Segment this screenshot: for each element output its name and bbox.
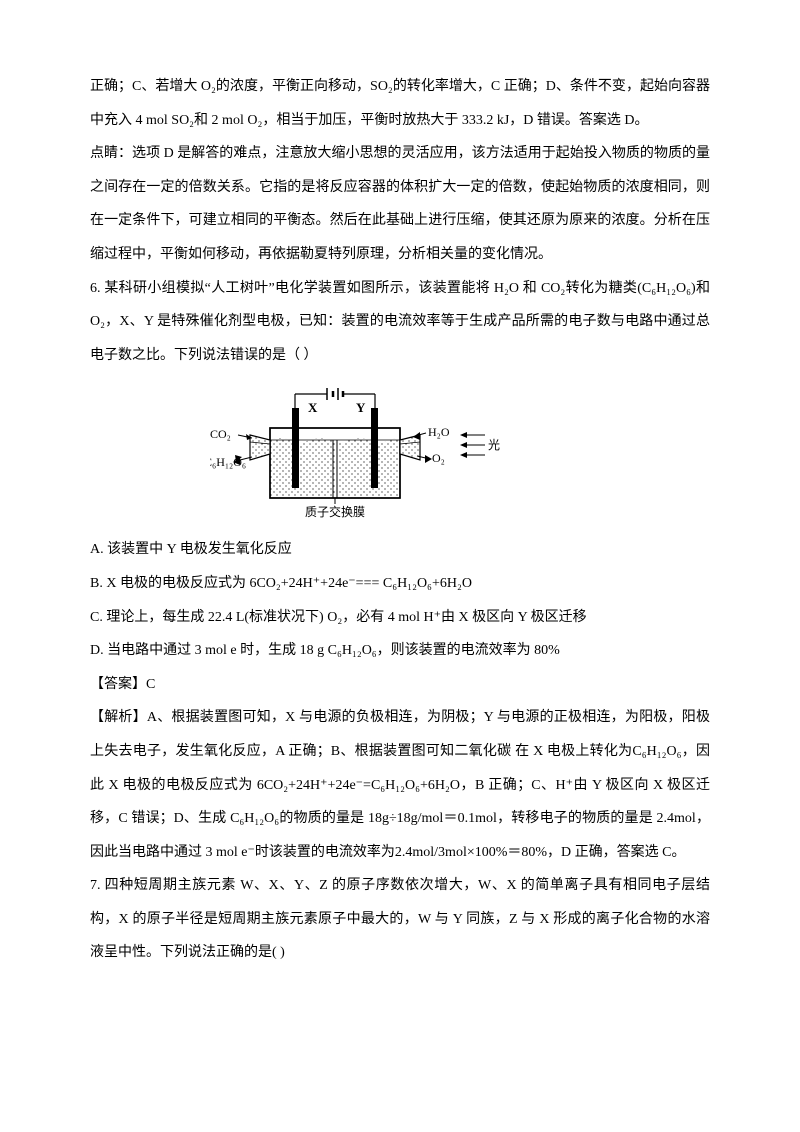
option-b: B. X 电极的电极反应式为 6CO₂+24H⁺+24e⁻=== C₆H₁₂O₆… xyxy=(90,567,710,601)
question-7-stem: 7. 四种短周期主族元素 W、X、Y、Z 的原子序数依次增大，W、X 的简单离子… xyxy=(90,869,710,970)
label-x: X xyxy=(308,400,318,415)
label-y: Y xyxy=(356,400,366,415)
label-membrane: 质子交换膜 xyxy=(305,504,365,519)
diagram-container: X Y CO₂ C₆H₁₂O₆ H₂O O₂ 光 xyxy=(90,380,710,525)
label-h2o: H₂O xyxy=(428,425,450,439)
option-c: C. 理论上，每生成 22.4 L(标准状况下) O₂，必有 4 mol H⁺由… xyxy=(90,601,710,635)
label-o2: O₂ xyxy=(432,451,445,465)
paragraph-continuation: 正确；C、若增大 O₂的浓度，平衡正向移动，SO₂的转化率增大，C 正确；D、条… xyxy=(90,70,710,137)
label-co2: CO₂ xyxy=(210,427,231,441)
label-light: 光 xyxy=(488,438,500,452)
option-d: D. 当电路中通过 3 mol e 时，生成 18 g C₆H₁₂O₆，则该装置… xyxy=(90,634,710,668)
option-a: A. 该装置中 Y 电极发生氧化反应 xyxy=(90,533,710,567)
electrochemical-diagram: X Y CO₂ C₆H₁₂O₆ H₂O O₂ 光 xyxy=(210,380,500,525)
answer: 【答案】C xyxy=(90,668,710,702)
paragraph-hint: 点睛：选项 D 是解答的难点，注意放大缩小思想的灵活应用，该方法适用于起始投入物… xyxy=(90,137,710,271)
explanation: 【解析】A、根据装置图可知，X 与电源的负极相连，为阴极；Y 与电源的正极相连，… xyxy=(90,701,710,869)
question-6-stem: 6. 某科研小组模拟“人工树叶”电化学装置如图所示，该装置能将 H₂O 和 CO… xyxy=(90,272,710,373)
